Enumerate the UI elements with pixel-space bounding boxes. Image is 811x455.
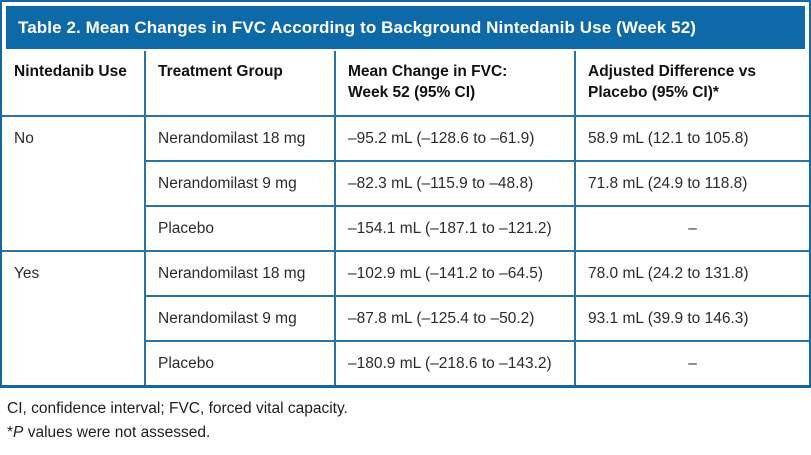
- cell-adjusted-difference: 71.8 mL (24.9 to 118.8): [575, 161, 809, 207]
- column-header-adjusted-difference: Adjusted Difference vs Placebo (95% CI)*: [575, 51, 809, 117]
- header-line: Treatment Group: [158, 63, 283, 80]
- cell-mean-change: –154.1 mL (–187.1 to –121.2): [335, 206, 576, 252]
- footnote-asterisk: *: [7, 424, 14, 441]
- table-row: Nerandomilast 9 mg –87.8 mL (–125.4 to –…: [2, 296, 809, 342]
- table-row: Nerandomilast 9 mg –82.3 mL (–115.9 to –…: [2, 161, 809, 207]
- cell-treatment: Nerandomilast 9 mg: [145, 296, 336, 342]
- cell-treatment: Nerandomilast 18 mg: [145, 251, 336, 297]
- cell-adjusted-difference: 93.1 mL (39.9 to 146.3): [575, 296, 809, 342]
- group-cell-yes: Yes: [2, 251, 146, 385]
- cell-mean-change: –87.8 mL (–125.4 to –50.2): [335, 296, 576, 342]
- cell-treatment: Nerandomilast 18 mg: [145, 116, 336, 162]
- cell-mean-change: –180.9 mL (–218.6 to –143.2): [335, 341, 576, 385]
- footnote-pvalues-text: values were not assessed.: [23, 424, 211, 441]
- header-line: Week 52 (95% CI): [348, 84, 476, 101]
- cell-mean-change: –102.9 mL (–141.2 to –64.5): [335, 251, 576, 297]
- footnotes: CI, confidence interval; FVC, forced vit…: [0, 388, 811, 455]
- column-header-mean-change: Mean Change in FVC: Week 52 (95% CI): [335, 51, 576, 117]
- fvc-table: Nintedanib Use Treatment Group Mean Chan…: [2, 51, 809, 385]
- header-line: Placebo (95% CI)*: [588, 84, 719, 101]
- column-header-nintedanib-use: Nintedanib Use: [2, 51, 146, 117]
- table-outer-box: Table 2. Mean Changes in FVC According t…: [0, 0, 811, 388]
- cell-treatment: Placebo: [145, 341, 336, 385]
- header-line: Mean Change in FVC:: [348, 63, 508, 80]
- column-header-treatment-group: Treatment Group: [145, 51, 336, 117]
- cell-treatment: Placebo: [145, 206, 336, 252]
- cell-adjusted-difference-dash: –: [575, 341, 809, 385]
- footnote-abbreviations: CI, confidence interval; FVC, forced vit…: [7, 400, 348, 417]
- cell-adjusted-difference: 58.9 mL (12.1 to 105.8): [575, 116, 809, 162]
- table-title-bar: Table 2. Mean Changes in FVC According t…: [6, 6, 805, 49]
- table-row: Yes Nerandomilast 18 mg –102.9 mL (–141.…: [2, 251, 809, 385]
- table-row: No Nerandomilast 18 mg –95.2 mL (–128.6 …: [2, 116, 809, 252]
- cell-mean-change: –82.3 mL (–115.9 to –48.8): [335, 161, 576, 207]
- header-row: Nintedanib Use Treatment Group Mean Chan…: [2, 51, 809, 117]
- header-line: Nintedanib Use: [14, 63, 127, 80]
- footnote-p-italic: P: [13, 424, 24, 441]
- cell-mean-change: –95.2 mL (–128.6 to –61.9): [335, 116, 576, 162]
- cell-adjusted-difference-dash: –: [575, 206, 809, 252]
- cell-adjusted-difference: 78.0 mL (24.2 to 131.8): [575, 251, 809, 297]
- header-line: Adjusted Difference vs: [588, 63, 756, 80]
- cell-treatment: Nerandomilast 9 mg: [145, 161, 336, 207]
- table-title: Table 2. Mean Changes in FVC According t…: [18, 18, 697, 37]
- footnote-pvalues: *P values were not assessed.: [7, 421, 807, 445]
- group-cell-no: No: [2, 116, 146, 252]
- table-row: Placebo –154.1 mL (–187.1 to –121.2) –: [2, 206, 809, 252]
- table-row: Placebo –180.9 mL (–218.6 to –143.2) –: [2, 341, 809, 385]
